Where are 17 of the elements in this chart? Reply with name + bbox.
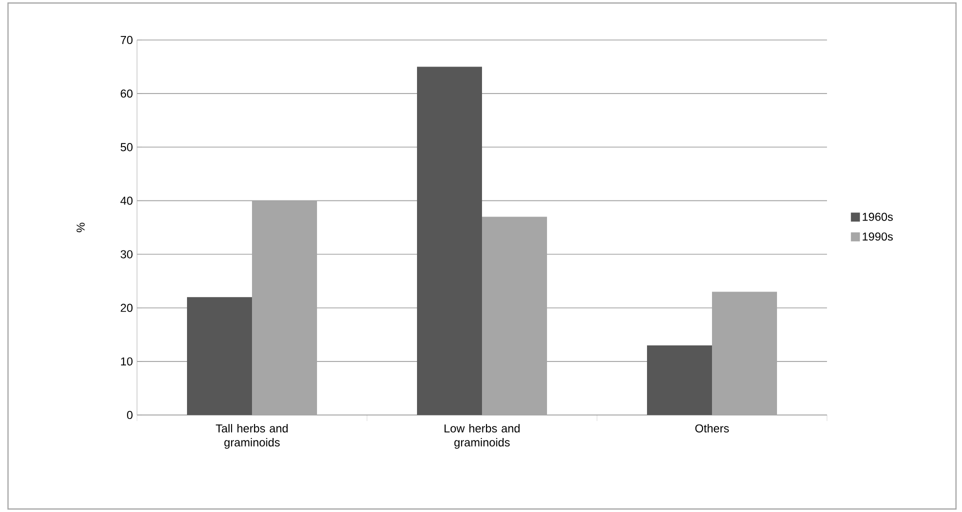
bar (647, 345, 712, 415)
y-tick-label: 30 (120, 250, 133, 258)
y-axis-title: % (76, 222, 85, 232)
y-tick-label: 10 (121, 357, 133, 366)
x-tick-label: Low herbs and graminoids (444, 424, 520, 449)
bar (417, 66, 482, 415)
y-tick-label: 70 (120, 36, 133, 44)
legend-label: 1990s (862, 232, 893, 241)
y-tick-label: 40 (120, 196, 133, 205)
x-tick-label: Tall herbs and graminoids (216, 424, 288, 449)
bar (187, 297, 252, 415)
legend-label: 1960s (862, 212, 893, 221)
y-tick-label: 50 (120, 143, 133, 152)
y-tick-label: 60 (120, 89, 133, 98)
x-tick-label: Others (695, 424, 729, 432)
y-tick-label: 20 (120, 304, 133, 312)
y-tick-label: 0 (127, 410, 133, 420)
